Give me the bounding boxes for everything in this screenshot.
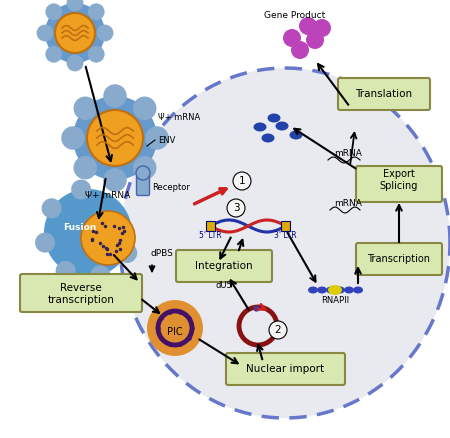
Circle shape <box>147 300 203 356</box>
Ellipse shape <box>353 286 363 293</box>
Circle shape <box>133 156 157 180</box>
Circle shape <box>133 96 157 120</box>
FancyBboxPatch shape <box>206 221 215 231</box>
Circle shape <box>71 180 91 200</box>
Circle shape <box>233 172 251 190</box>
Circle shape <box>88 4 104 20</box>
Circle shape <box>41 198 62 218</box>
FancyBboxPatch shape <box>20 274 142 312</box>
Circle shape <box>81 211 135 265</box>
Text: Integration: Integration <box>195 261 253 271</box>
FancyBboxPatch shape <box>176 250 272 282</box>
Ellipse shape <box>275 121 288 131</box>
Text: Transcription: Transcription <box>368 254 431 264</box>
Ellipse shape <box>317 286 327 293</box>
Circle shape <box>299 17 317 35</box>
Ellipse shape <box>344 286 354 293</box>
Circle shape <box>88 46 104 63</box>
Circle shape <box>55 13 95 53</box>
Circle shape <box>73 96 157 180</box>
Ellipse shape <box>335 286 345 293</box>
Circle shape <box>306 31 324 49</box>
Ellipse shape <box>120 68 450 418</box>
Circle shape <box>227 199 245 217</box>
FancyBboxPatch shape <box>356 243 442 275</box>
FancyBboxPatch shape <box>226 353 345 385</box>
Circle shape <box>90 265 110 285</box>
Circle shape <box>45 46 62 63</box>
Text: Nuclear import: Nuclear import <box>246 364 324 374</box>
Circle shape <box>73 96 97 120</box>
Text: Ψ+ mRNA: Ψ+ mRNA <box>158 113 200 122</box>
Text: Ψ+ mRNA: Ψ+ mRNA <box>86 191 130 200</box>
Text: dU5: dU5 <box>216 281 232 290</box>
Text: mRNA: mRNA <box>334 149 362 158</box>
Circle shape <box>283 29 301 47</box>
Ellipse shape <box>253 123 266 131</box>
Ellipse shape <box>267 113 280 123</box>
Circle shape <box>73 156 97 180</box>
Circle shape <box>44 189 132 277</box>
Ellipse shape <box>308 286 318 293</box>
Text: Export
Splicing: Export Splicing <box>380 169 418 191</box>
Circle shape <box>67 0 83 11</box>
Circle shape <box>103 168 127 192</box>
Ellipse shape <box>261 134 274 142</box>
Text: 5' LTR: 5' LTR <box>199 231 221 240</box>
FancyBboxPatch shape <box>136 174 149 195</box>
Circle shape <box>136 166 150 180</box>
Text: Fusion: Fusion <box>63 223 97 233</box>
Text: PIC: PIC <box>167 327 183 337</box>
Text: ENV: ENV <box>158 136 176 145</box>
Ellipse shape <box>328 285 342 295</box>
Circle shape <box>145 126 169 150</box>
Text: Translation: Translation <box>356 89 413 99</box>
Text: Reverse: Reverse <box>60 283 102 293</box>
Text: 3' LTR: 3' LTR <box>274 231 296 240</box>
Circle shape <box>269 321 287 339</box>
Circle shape <box>117 243 137 263</box>
FancyBboxPatch shape <box>338 78 430 110</box>
Circle shape <box>45 3 105 63</box>
Text: Receptor: Receptor <box>152 183 190 192</box>
Text: Gene Product: Gene Product <box>265 11 326 20</box>
Text: RNAPII: RNAPII <box>321 296 349 305</box>
Ellipse shape <box>326 286 336 293</box>
Circle shape <box>313 19 331 37</box>
Circle shape <box>103 84 127 108</box>
Text: 3: 3 <box>233 203 239 213</box>
Circle shape <box>56 261 76 281</box>
Text: 1: 1 <box>238 176 245 186</box>
Circle shape <box>36 25 54 42</box>
Circle shape <box>87 110 143 166</box>
Circle shape <box>97 25 113 42</box>
Text: transcription: transcription <box>48 295 114 305</box>
Text: dPBS: dPBS <box>151 249 173 258</box>
FancyBboxPatch shape <box>281 221 290 231</box>
Ellipse shape <box>289 131 302 139</box>
Circle shape <box>35 233 55 253</box>
Circle shape <box>61 126 85 150</box>
Text: 2: 2 <box>274 325 281 335</box>
Text: mRNA: mRNA <box>334 199 362 208</box>
Circle shape <box>45 4 62 20</box>
Circle shape <box>291 41 309 59</box>
Circle shape <box>67 55 83 71</box>
FancyBboxPatch shape <box>356 166 442 202</box>
